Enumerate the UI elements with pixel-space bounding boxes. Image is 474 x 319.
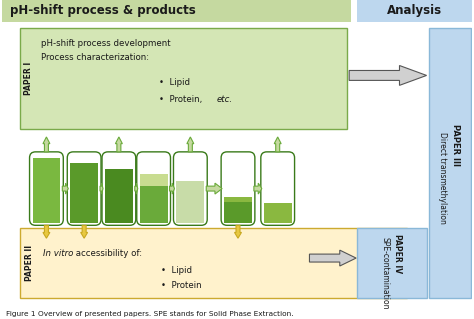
Bar	[140, 174, 167, 223]
Text: PAPER II: PAPER II	[25, 245, 34, 281]
Text: •  Lipid: • Lipid	[159, 78, 190, 87]
Polygon shape	[254, 183, 262, 194]
Text: pH-shift process & products: pH-shift process & products	[9, 4, 195, 18]
Text: PAPER I: PAPER I	[24, 62, 33, 95]
Polygon shape	[170, 183, 174, 194]
Polygon shape	[81, 225, 88, 238]
Bar	[224, 197, 252, 223]
Polygon shape	[115, 137, 122, 152]
Bar	[33, 158, 60, 223]
Bar	[357, 228, 427, 298]
Text: pH-shift process development: pH-shift process development	[41, 39, 171, 48]
Polygon shape	[43, 225, 50, 238]
Text: In vitro: In vitro	[44, 249, 74, 258]
Text: PAPER III: PAPER III	[451, 124, 460, 166]
Polygon shape	[235, 225, 241, 238]
Bar	[224, 197, 252, 203]
Polygon shape	[100, 183, 103, 194]
Bar	[19, 228, 407, 298]
Polygon shape	[43, 137, 50, 152]
Text: SPE-contamination: SPE-contamination	[381, 237, 390, 309]
Polygon shape	[349, 65, 427, 85]
Text: •  Lipid: • Lipid	[161, 266, 191, 276]
Polygon shape	[62, 183, 68, 194]
Polygon shape	[187, 137, 194, 152]
Polygon shape	[310, 250, 356, 266]
Polygon shape	[135, 183, 138, 194]
Text: etc.: etc.	[216, 95, 232, 104]
Bar	[19, 28, 347, 129]
Text: Figure 1 Overview of presented papers. SPE stands for Solid Phase Extraction.: Figure 1 Overview of presented papers. S…	[6, 311, 293, 317]
Bar	[140, 174, 167, 186]
Bar	[70, 163, 98, 223]
Text: •  Protein: • Protein	[161, 281, 201, 290]
Bar	[105, 169, 133, 223]
Text: •  Protein,: • Protein,	[159, 95, 205, 104]
Bar	[357, 0, 472, 22]
Polygon shape	[274, 137, 281, 152]
Bar	[176, 181, 204, 223]
Bar	[2, 0, 351, 22]
Text: Process characterization:: Process characterization:	[41, 53, 150, 62]
Text: accessibility of:: accessibility of:	[73, 249, 142, 258]
Bar	[264, 204, 292, 223]
Text: Analysis: Analysis	[387, 4, 442, 18]
Text: PAPER IV: PAPER IV	[393, 234, 402, 273]
Polygon shape	[206, 183, 222, 194]
Bar	[428, 28, 471, 298]
Text: Direct transmethylation: Direct transmethylation	[438, 132, 447, 224]
